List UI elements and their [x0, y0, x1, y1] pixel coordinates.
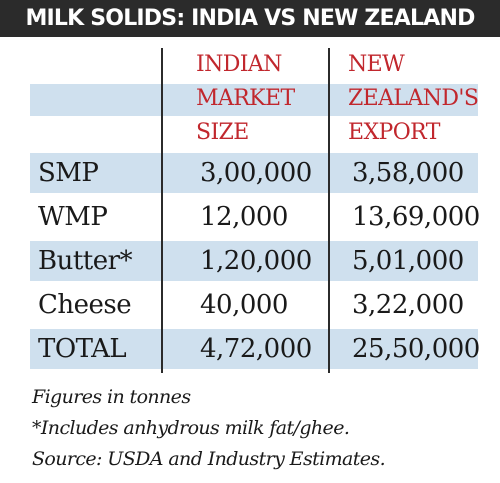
india-value: 4,72,000	[200, 334, 312, 364]
header-line: ZEALAND'S	[348, 86, 479, 111]
row-label: TOTAL	[38, 334, 127, 364]
column-divider-2	[328, 48, 330, 373]
row-label: WMP	[38, 202, 108, 232]
header-line: MARKET	[196, 86, 295, 111]
note-units: Figures in tonnes	[32, 386, 191, 408]
row-label: Butter*	[38, 246, 133, 276]
header-indian-market-size: INDIAN MARKET SIZE	[196, 48, 295, 150]
row-label: Cheese	[38, 290, 132, 320]
nz-value: 3,58,000	[352, 158, 464, 188]
header-line: NEW	[348, 52, 405, 77]
note-source: Source: USDA and Industry Estimates.	[32, 448, 386, 470]
india-value: 40,000	[200, 290, 288, 320]
note-butter: *Includes anhydrous milk fat/ghee.	[32, 417, 350, 439]
chart-title: MILK SOLIDS: INDIA VS NEW ZEALAND	[0, 0, 500, 37]
india-value: 12,000	[200, 202, 288, 232]
footnotes: Figures in tonnes *Includes anhydrous mi…	[32, 382, 492, 475]
header-line: INDIAN	[196, 52, 282, 77]
header-line: SIZE	[196, 120, 249, 145]
header-line: EXPORT	[348, 120, 440, 145]
column-divider-1	[161, 48, 163, 373]
row-band-butter	[30, 241, 478, 281]
row-label: SMP	[38, 158, 99, 188]
header-nz-export: NEW ZEALAND'S EXPORT	[348, 48, 479, 150]
nz-value: 3,22,000	[352, 290, 464, 320]
header-band	[30, 84, 478, 116]
india-value: 3,00,000	[200, 158, 312, 188]
india-value: 1,20,000	[200, 246, 312, 276]
data-table: INDIAN MARKET SIZE NEW ZEALAND'S EXPORT …	[30, 48, 480, 373]
row-band-total	[30, 329, 478, 369]
row-band-smp	[30, 153, 478, 193]
nz-value: 25,50,000	[352, 334, 480, 364]
nz-value: 13,69,000	[352, 202, 480, 232]
nz-value: 5,01,000	[352, 246, 464, 276]
